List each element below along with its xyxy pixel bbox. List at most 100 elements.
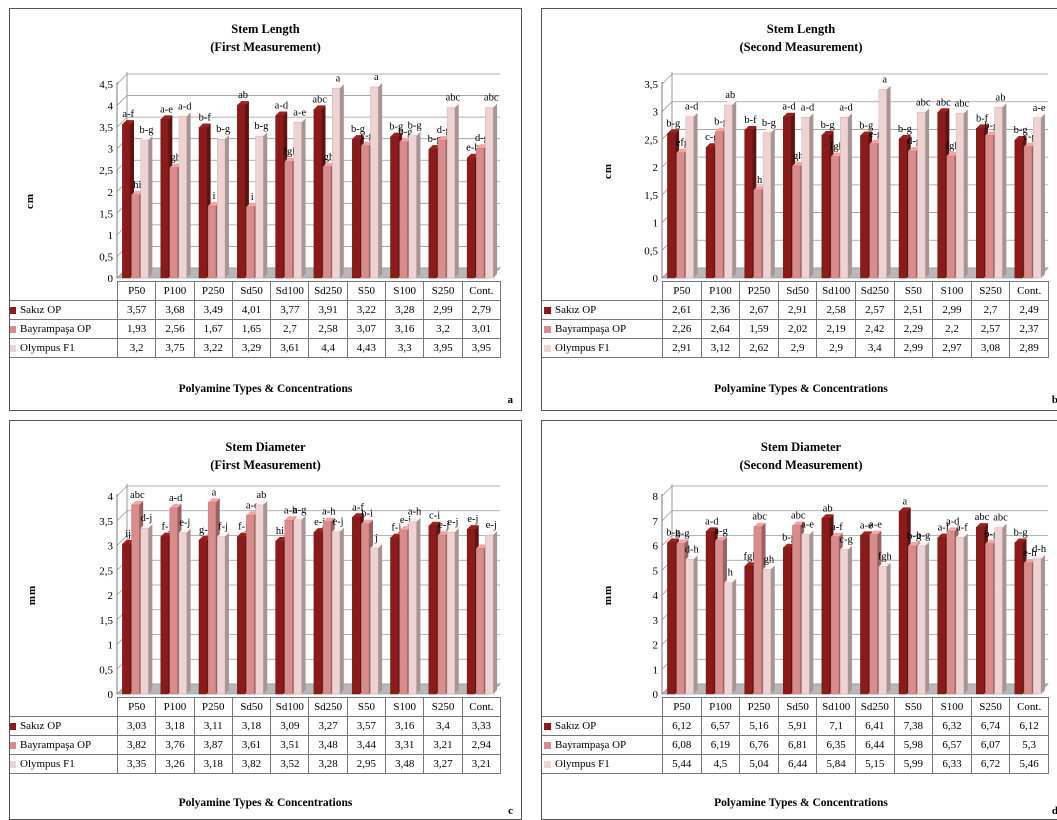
significance-label: hij	[276, 526, 287, 537]
bar-bayrampasa	[399, 141, 408, 279]
bar-side	[732, 101, 737, 278]
significance-label: a-d	[705, 516, 719, 527]
bar-sakiz	[122, 123, 131, 279]
significance-label: a	[374, 72, 379, 83]
panel-label: b	[1052, 394, 1057, 406]
bar-top	[275, 111, 288, 116]
bar-top	[937, 108, 950, 113]
legend-entry: Olympus F1	[542, 754, 663, 774]
bar-top	[399, 526, 412, 531]
table-cell-value: 2,9	[777, 338, 818, 358]
table-cell-value: 2,99	[893, 338, 934, 358]
legend-label: Olympus F1	[20, 758, 75, 770]
bar-bayrampasa	[476, 148, 485, 279]
bar-olympus	[370, 547, 379, 695]
significance-label: b-g	[821, 120, 836, 131]
significance-label: gh	[764, 554, 775, 565]
table-cell-value: 5,44	[662, 754, 702, 774]
bar-top	[217, 532, 229, 537]
legend-entry: Sakız OP	[542, 716, 663, 736]
bar-bayrampasa	[169, 167, 178, 279]
significance-label: e-j	[486, 520, 497, 531]
panel-label: d	[1052, 805, 1057, 817]
bar-sakiz	[160, 119, 169, 279]
significance-label: e-h	[466, 143, 480, 154]
x-tick-label: Sd50	[777, 697, 818, 717]
bar-side	[186, 528, 191, 694]
significance-label: e-j	[179, 518, 190, 529]
chart-title-line2: (Second Measurement)	[739, 458, 863, 472]
bar-side	[1040, 113, 1045, 278]
bar-top	[667, 129, 680, 134]
bar-side	[847, 113, 852, 278]
y-tick-label: 4	[653, 590, 659, 602]
bar-olympus	[724, 582, 733, 695]
legend-swatch	[10, 344, 16, 352]
legend-entry: Olympus F1	[10, 338, 118, 358]
bar-side	[148, 136, 153, 278]
legend-swatch	[544, 325, 551, 333]
significance-label: a-d	[946, 516, 960, 527]
significance-label: a-f	[122, 109, 134, 120]
table-cell-value: 2,61	[662, 300, 702, 320]
bar-bayrampasa	[284, 161, 293, 279]
bar-top	[208, 498, 220, 503]
bar-top	[878, 562, 891, 567]
bar-plot: 00,511,522,533,5b-gefga-dc-gb-gabb-fhb-g…	[644, 72, 1049, 285]
table-cell-value: 3,27	[423, 754, 463, 774]
legend-entry: Sakız OP	[10, 716, 118, 736]
chart-title-line1: Stem Length	[231, 22, 300, 36]
bar-top	[255, 500, 268, 505]
significance-label: b-g	[782, 533, 797, 544]
significance-label: abc	[955, 98, 970, 109]
bar-sakiz	[976, 128, 985, 279]
bar-olympus	[878, 89, 887, 279]
legend-swatch	[544, 306, 551, 314]
table-cell-value: 5,15	[854, 754, 895, 774]
bar-bayrampasa	[207, 502, 216, 695]
significance-label: d-j	[141, 513, 153, 524]
bar-sakiz	[275, 540, 284, 695]
bar-side	[847, 545, 852, 694]
bar-top	[390, 533, 403, 538]
x-tick-label: P50	[116, 281, 157, 301]
significance-label: a-e	[160, 104, 173, 115]
significance-label: f-j	[162, 522, 172, 533]
legend-swatch	[10, 760, 16, 768]
legend-entry: Olympus F1	[542, 338, 663, 358]
bar-sakiz	[313, 531, 322, 695]
x-tick-label: P250	[193, 281, 233, 301]
bar-side	[886, 85, 891, 279]
bar-side	[416, 517, 421, 694]
significance-label: abc	[791, 510, 806, 521]
y-tick-label: 2,5	[99, 565, 113, 577]
y-tick-label: 2	[108, 590, 114, 602]
chart-panel-stem-diameter-first: Stem Diameter (First Measurement) mm 0 0,…	[9, 420, 522, 820]
significance-label: c-i	[429, 511, 440, 522]
bar-bayrampasa	[715, 131, 724, 279]
table-cell-value: 2,67	[739, 300, 779, 320]
significance-label: ab	[996, 92, 1006, 103]
significance-label: a-e	[869, 520, 882, 531]
significance-label: gh	[793, 151, 804, 162]
table-row: Bayrampaşa OP 1,93 2,56 1,67 1,65 2,7 2,58 3,07…	[10, 319, 501, 339]
bar-top	[370, 83, 383, 88]
significance-label: b-f	[199, 113, 212, 124]
y-tick-label: 1	[108, 640, 114, 652]
table-row: Sakız OP 3,03 3,18 3,11 3,18 3,09 3,27 3,57 3,16…	[10, 716, 501, 736]
bar-top	[994, 523, 1007, 528]
significance-label: c-g	[360, 131, 374, 142]
bar-side	[224, 135, 229, 278]
bar-sakiz	[122, 543, 131, 695]
bar-top	[217, 135, 229, 140]
significance-label: a	[212, 487, 217, 498]
gridline-side	[116, 116, 128, 128]
table-cell-value: 3,2	[423, 319, 463, 339]
legend-label: Sakız OP	[20, 304, 62, 316]
chart-title-line2: (First Measurement)	[210, 40, 321, 54]
table-cell-value: 3,51	[270, 735, 310, 755]
bar-sakiz	[275, 115, 284, 279]
y-tick-label: 0,5	[99, 664, 113, 676]
x-tick-label: P100	[155, 697, 195, 717]
significance-label: a-d	[782, 102, 796, 113]
